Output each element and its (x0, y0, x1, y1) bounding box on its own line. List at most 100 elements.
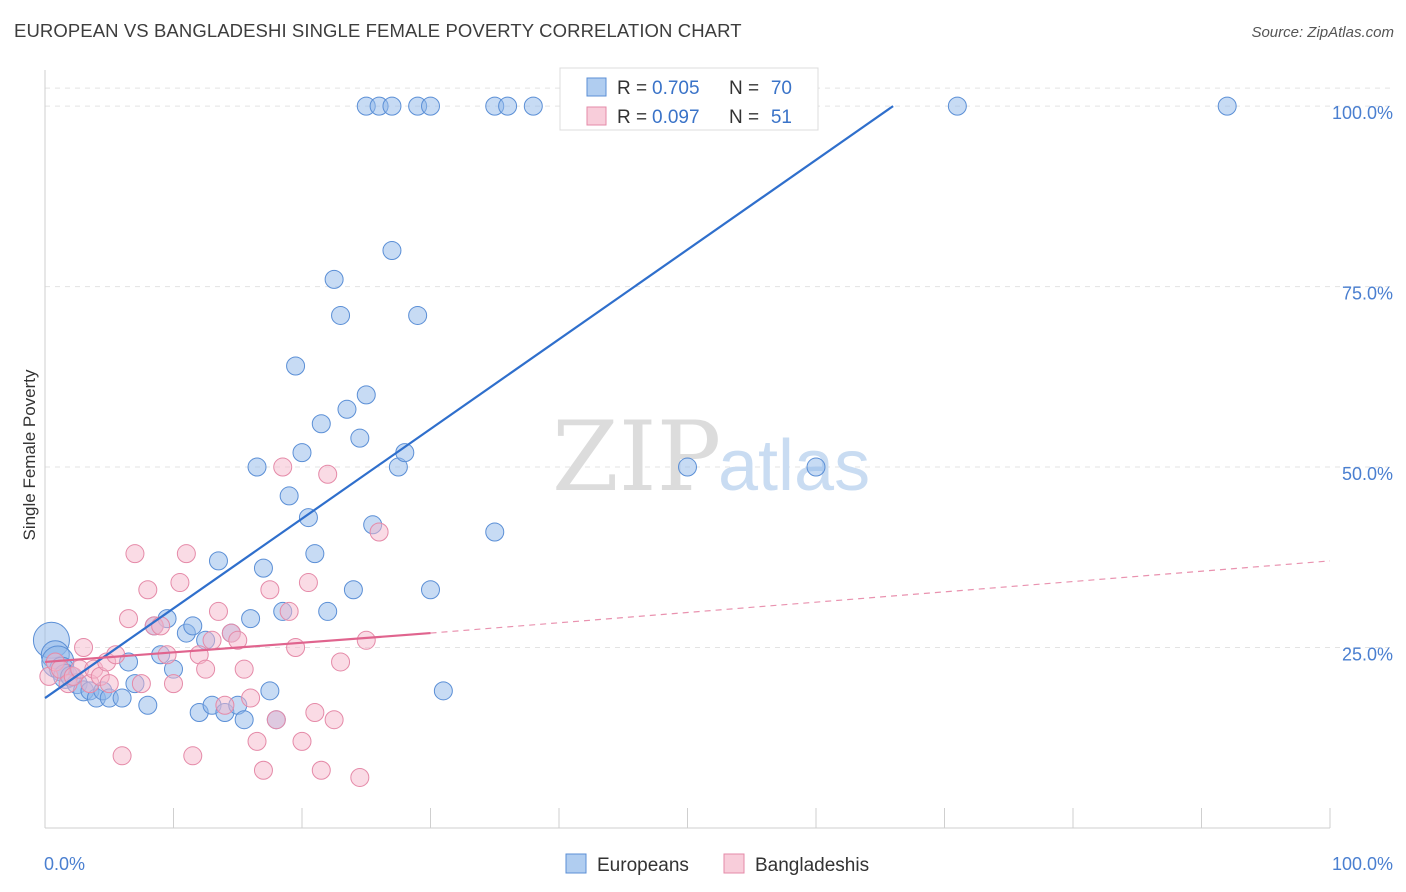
european-point-63 (421, 96, 440, 116)
bangladeshi-point-49 (356, 630, 376, 650)
european-point-33 (260, 681, 280, 701)
european-point-50 (382, 240, 402, 260)
european-point-48 (356, 385, 376, 405)
bangladeshi-point-36 (260, 580, 280, 600)
bangladeshi-point-34 (247, 731, 267, 751)
bangladeshi-point-28 (208, 601, 228, 621)
bangladeshi-point-37 (266, 710, 286, 730)
european-point-57 (678, 457, 697, 477)
legend-swatch-1 (586, 106, 607, 126)
bangladeshi-point-15 (125, 544, 145, 564)
trend-line-0 (44, 105, 894, 699)
bangladeshi-point-22 (170, 573, 190, 593)
trend-lines (44, 105, 1331, 699)
bottom-legend: Europeans Bangladeshis (565, 853, 869, 876)
european-point-45 (337, 399, 357, 419)
european-point-21 (183, 616, 203, 636)
european-point-46 (343, 580, 363, 600)
bangladeshi-point-32 (234, 659, 254, 679)
bangladeshi-point-27 (202, 630, 222, 650)
legend-swatch-0 (586, 77, 607, 97)
bangladeshi-point-23 (176, 544, 196, 564)
european-point-31 (247, 457, 267, 477)
bangladeshi-point-47 (331, 652, 351, 672)
bottom-legend-swatch-1 (723, 853, 745, 874)
european-point-61 (382, 96, 402, 116)
european-point-37 (286, 356, 306, 376)
european-point-38 (292, 443, 312, 463)
y-axis-title: Single Female Poverty (20, 369, 39, 541)
bangladeshi-point-6 (74, 638, 94, 658)
european-point-29 (234, 710, 254, 730)
chart-title: EUROPEAN VS BANGLADESHI SINGLE FEMALE PO… (14, 20, 742, 41)
bangladeshi-point-44 (311, 760, 331, 780)
y-tick-labels: 25.0% 50.0% 75.0% 100.0% (1332, 103, 1393, 664)
trend-line-dashed-1 (430, 560, 1331, 634)
european-point-30 (241, 609, 261, 629)
bangladeshi-point-19 (151, 616, 171, 636)
x-tick-label-end: 100.0% (1332, 854, 1393, 874)
european-point-12 (112, 688, 132, 708)
legend-r-label-1: R = (617, 107, 647, 128)
bangladeshi-point-43 (305, 702, 325, 722)
legend-n-label-1: N = (729, 107, 759, 128)
bangladeshi-point-24 (183, 746, 203, 766)
bangladeshi-point-17 (138, 580, 158, 600)
european-point-55 (433, 681, 453, 701)
bangladeshi-point-26 (196, 659, 216, 679)
european-point-32 (253, 558, 273, 578)
bottom-legend-label-0: Europeans (597, 855, 689, 876)
legend-r-value-1: 0.097 (652, 107, 700, 128)
european-point-54 (421, 580, 440, 600)
stats-legend: R = 0.705 N = 70 R = 0.097 N = 51 (559, 67, 819, 131)
legend-n-value-0: 70 (771, 78, 792, 99)
bangladeshi-point-38 (273, 457, 293, 477)
y-tick-label-50: 50.0% (1342, 464, 1393, 484)
european-point-66 (523, 96, 543, 116)
bangladeshi-point-35 (253, 760, 273, 780)
bangladeshi-point-29 (215, 695, 235, 715)
bangladeshi-point-13 (112, 746, 132, 766)
bottom-legend-swatch-0 (565, 853, 587, 874)
legend-r-value-0: 0.705 (652, 78, 700, 99)
bangladeshi-point-46 (324, 710, 344, 730)
bangladeshi-point-11 (99, 674, 119, 694)
bangladeshi-point-14 (119, 609, 139, 629)
bottom-legend-label-1: Bangladeshis (755, 855, 869, 876)
bangladeshi-point-39 (279, 601, 299, 621)
european-point-68 (1217, 96, 1237, 116)
bangladeshi-point-16 (131, 674, 151, 694)
x-tick-label-start: 0.0% (44, 854, 85, 874)
watermark: ZIP atlas (552, 401, 870, 513)
points (32, 96, 1237, 787)
european-point-42 (318, 601, 338, 621)
y-tick-label-25: 25.0% (1342, 645, 1393, 665)
bangladeshi-point-40 (286, 638, 306, 658)
source-label: Source: ZipAtlas.com (1251, 24, 1394, 41)
bangladeshi-point-42 (298, 573, 318, 593)
bangladeshi-point-48 (350, 767, 370, 787)
european-point-25 (208, 551, 228, 571)
legend-n-value-1: 51 (771, 107, 792, 128)
legend-r-label-0: R = (617, 78, 647, 99)
european-point-53 (408, 305, 428, 325)
european-point-39 (298, 508, 318, 528)
watermark-zip: ZIP (552, 401, 721, 513)
bangladeshi-point-50 (369, 522, 389, 542)
axes (44, 70, 1331, 829)
european-point-36 (279, 486, 299, 506)
bangladeshi-point-20 (157, 645, 177, 665)
trend-line-1 (44, 631, 431, 664)
european-point-67 (947, 96, 967, 116)
watermark-atlas: atlas (718, 426, 870, 506)
european-point-56 (485, 522, 505, 542)
european-point-58 (806, 457, 826, 477)
bangladeshi-point-33 (241, 688, 261, 708)
european-point-65 (498, 96, 518, 116)
grid (45, 87, 1395, 649)
bangladeshi-point-45 (318, 464, 338, 484)
bangladeshi-point-31 (228, 630, 248, 650)
bangladeshi-point-21 (164, 674, 183, 694)
bangladeshi-point-41 (292, 731, 312, 751)
